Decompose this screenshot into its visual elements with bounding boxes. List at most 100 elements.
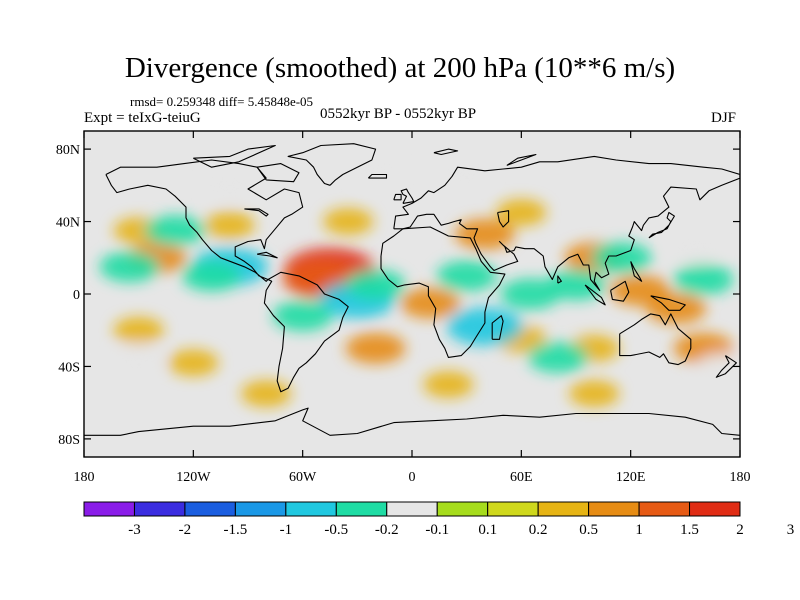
field-anomaly-18 [241, 380, 292, 408]
stats-text: rmsd= 0.259348 diff= 5.45848e-05 [130, 94, 314, 109]
coastline-sumatra [584, 284, 606, 306]
field-anomaly-12 [113, 316, 164, 344]
coastline-greenland [287, 143, 377, 186]
colorbar-box-4 [285, 501, 337, 517]
lat-tick-label: 0 [73, 288, 80, 303]
colorbar-box-0 [83, 501, 135, 517]
colorbar-box-12 [689, 501, 741, 517]
colorbar-label: 3 [787, 522, 795, 538]
colorbar-box-9 [537, 501, 590, 517]
colorbar-label: 1 [635, 522, 643, 538]
coastline-north-america [105, 159, 304, 282]
field-anomaly-37 [696, 353, 740, 380]
coastline-australia [619, 313, 692, 366]
season-label: DJF [711, 110, 737, 126]
colorbar-label: 0.2 [529, 522, 548, 538]
field-anomaly-5 [323, 208, 374, 235]
experiment-label: Expt = teIxG-teiuG [84, 110, 201, 126]
coastlines [84, 143, 740, 436]
coastline-africa [380, 226, 506, 358]
colorbar-label: -2 [179, 522, 192, 538]
colorbar-box-6 [386, 501, 438, 517]
colorbar-box-1 [133, 501, 186, 517]
coastline-south-america [263, 271, 349, 393]
coastline-baffin-island [256, 163, 300, 183]
colorbar-box-11 [638, 501, 691, 517]
field-anomaly-20 [569, 380, 620, 408]
coastline-madagascar [491, 315, 504, 340]
colorbar-label: 0.1 [478, 522, 497, 538]
lon-tick-label: 180 [74, 470, 95, 485]
colorbar-label: -0.1 [425, 522, 449, 538]
field-anomaly-32 [591, 242, 652, 274]
coastline-caspian [497, 210, 510, 228]
colorbar-box-8 [487, 501, 539, 517]
coastline-new-guinea [650, 295, 686, 311]
colorbar: -3 -2 -1.5 -1 -0.5 -0.2 -0.1 0.1 0.2 0.5 1 1.5 2 3 [83, 501, 795, 538]
colorbar-box-3 [234, 501, 287, 517]
colorbar-label: -3 [128, 522, 141, 538]
coastline-great-lakes [244, 208, 269, 217]
colorbar-box-10 [588, 501, 640, 517]
field-anomaly-35 [113, 343, 164, 371]
field-anomaly-10 [646, 292, 707, 324]
coastline-novaya-zemlya [506, 153, 537, 166]
lon-tick-label: 180 [730, 470, 751, 485]
coastline-ireland [393, 193, 402, 201]
coastline-japan [648, 211, 675, 239]
plot-title: Divergence (smoothed) at 200 hPa (10**6 … [124, 52, 676, 84]
field-anomaly-39 [350, 157, 401, 185]
colorbar-label: 1.5 [680, 522, 699, 538]
field-anomaly-29 [500, 278, 561, 310]
field-anomaly-13 [168, 349, 219, 377]
coastline-antarctica [84, 407, 740, 436]
lat-tick-label: 80S [58, 433, 80, 448]
field-anomaly-26 [345, 269, 406, 301]
lon-tick-label: 120W [176, 470, 211, 485]
coastline-new-zealand [715, 355, 737, 378]
field-anomaly-38 [441, 157, 492, 185]
field-anomaly-19 [423, 371, 474, 398]
field-anomaly-36 [527, 341, 588, 373]
field-anomaly-6 [454, 218, 515, 250]
lat-tick-label: 40S [58, 360, 80, 375]
field-anomaly-24 [181, 260, 242, 292]
field-anomaly-40 [204, 171, 255, 199]
coastline-britain [400, 188, 415, 204]
colorbar-label: 2 [736, 522, 744, 538]
colorbar-box-2 [184, 501, 236, 517]
axis-ticks: 80N 40N 0 40S 80S 180 120W 60W 0 60E 120E 180 [56, 131, 751, 485]
colorbar-label: -1 [280, 522, 293, 538]
divergence-field [99, 157, 740, 408]
field-anomaly-33 [673, 264, 734, 296]
field-anomaly-22 [99, 251, 160, 283]
coastline-cuba [256, 251, 278, 259]
field-anomaly-11 [400, 287, 461, 319]
period-label: 0552kyr BP - 0552kyr BP [320, 106, 477, 122]
lon-tick-label: 0 [409, 470, 416, 485]
colorbar-label: 0.5 [579, 522, 598, 538]
field-anomaly-4 [204, 211, 255, 239]
field-anomaly-28 [436, 260, 497, 292]
lat-tick-label: 80N [56, 143, 80, 158]
field-anomaly-34 [669, 235, 720, 263]
lon-tick-label: 120E [616, 470, 646, 485]
lon-tick-label: 60E [510, 470, 533, 485]
field-anomaly-14 [345, 332, 406, 364]
field-anomaly-21 [145, 215, 206, 247]
coastline-svalbard [433, 148, 459, 156]
field-anomaly-30 [446, 307, 523, 346]
lat-tick-label: 40N [56, 216, 80, 231]
coastline-iceland [367, 173, 388, 179]
coastline-philippines [630, 261, 643, 282]
lon-tick-label: 60W [289, 470, 317, 485]
colorbar-label: -0.5 [324, 522, 348, 538]
coastline-sri-lanka [557, 275, 562, 284]
colorbar-label: -1.5 [224, 522, 248, 538]
coastline-borneo [610, 280, 630, 302]
colorbar-box-5 [335, 501, 388, 517]
field-anomaly-27 [272, 300, 333, 332]
coastline-arctic-archipelago [193, 144, 276, 168]
colorbar-label: -0.2 [375, 522, 399, 538]
